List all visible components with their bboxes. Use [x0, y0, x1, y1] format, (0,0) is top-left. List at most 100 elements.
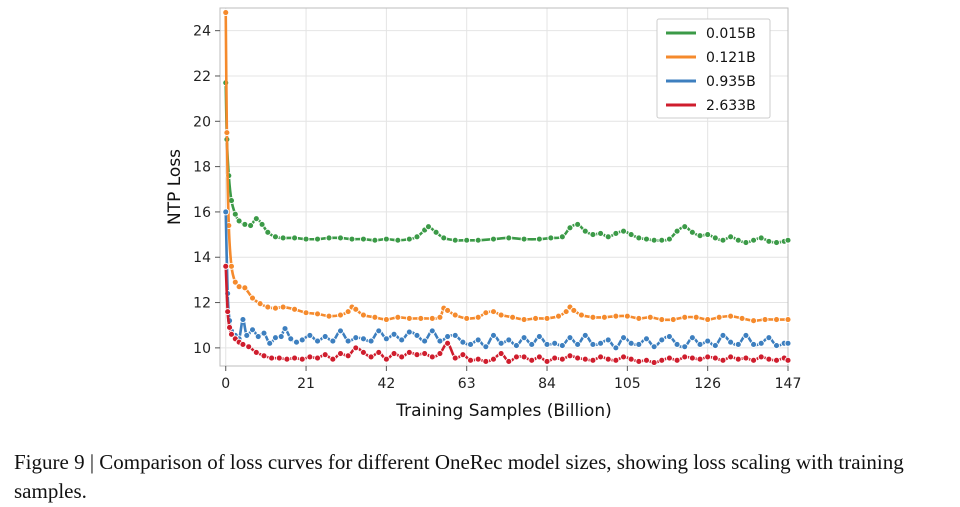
legend: 0.015B 0.121B 0.935B 2.633B: [656, 18, 771, 119]
data-point: [314, 354, 321, 362]
series-0.121B: [222, 9, 792, 325]
data-point: [612, 356, 620, 364]
data-point: [306, 353, 314, 361]
data-point: [382, 335, 390, 343]
data-point: [329, 355, 337, 363]
data-point: [394, 236, 402, 244]
y-tick-label: 14: [193, 250, 211, 266]
data-point: [681, 313, 689, 321]
data-point: [428, 314, 436, 322]
data-point: [742, 331, 750, 339]
data-point: [738, 314, 746, 322]
data-point: [451, 236, 459, 244]
data-point: [231, 278, 239, 286]
data-point: [224, 308, 232, 316]
data-point: [375, 348, 383, 356]
data-point: [490, 355, 497, 363]
data-point: [578, 311, 585, 319]
data-point: [551, 354, 559, 362]
data-point: [444, 307, 452, 314]
data-point: [600, 313, 608, 321]
legend-label-0.121B: 0.121B: [706, 50, 756, 66]
data-point: [704, 337, 712, 345]
data-point: [581, 331, 589, 339]
data-point: [482, 309, 490, 317]
data-point: [371, 236, 379, 244]
data-point: [235, 283, 243, 291]
data-point: [665, 354, 673, 362]
data-point: [784, 236, 792, 244]
data-point: [589, 231, 597, 239]
data-point: [293, 338, 300, 346]
data-point: [750, 356, 758, 364]
data-point: [535, 235, 543, 243]
data-point: [421, 350, 429, 357]
data-point: [490, 331, 497, 339]
data-point: [375, 327, 383, 335]
data-point: [428, 353, 436, 361]
data-point: [711, 354, 719, 362]
y-tick-label: 12: [193, 296, 211, 312]
data-point: [497, 339, 505, 347]
data-point: [291, 234, 299, 242]
data-point: [520, 353, 528, 361]
data-point: [260, 352, 268, 360]
data-point: [543, 314, 551, 322]
data-point: [222, 9, 230, 16]
data-point: [474, 236, 482, 244]
data-point: [620, 227, 627, 235]
data-point: [643, 335, 650, 343]
loss-curve-chart: 0 21 42 63 84 105 126 147 10 12 14 16 18 20 22 24 Train…: [165, 7, 801, 421]
data-point: [589, 313, 597, 321]
data-point: [432, 228, 440, 236]
data-point: [665, 235, 673, 243]
y-tick-label: 20: [193, 114, 211, 130]
data-point: [558, 342, 566, 350]
data-point: [581, 227, 589, 235]
data-point: [359, 311, 367, 319]
data-point: [635, 341, 643, 348]
data-point: [413, 331, 421, 339]
data-point: [528, 356, 536, 364]
data-point: [669, 316, 677, 324]
data-point: [390, 330, 398, 338]
data-point: [505, 234, 513, 242]
data-point: [249, 294, 256, 302]
data-point: [658, 236, 666, 244]
data-point: [467, 341, 474, 348]
data-point: [467, 356, 474, 364]
data-point: [260, 329, 268, 337]
data-point: [359, 348, 367, 356]
data-point: [266, 339, 274, 347]
data-point: [558, 233, 566, 241]
data-point: [390, 350, 398, 357]
data-point: [650, 343, 658, 351]
data-point: [382, 355, 390, 363]
series-lines: [222, 9, 792, 367]
data-point: [359, 335, 367, 343]
data-point: [222, 208, 230, 216]
data-point: [757, 339, 765, 347]
data-point: [264, 228, 272, 236]
data-point: [398, 336, 406, 344]
data-point: [239, 316, 247, 324]
data-point: [727, 353, 735, 361]
data-point: [589, 341, 597, 348]
data-point: [302, 235, 310, 243]
data-point: [314, 310, 321, 318]
data-point: [658, 316, 666, 324]
data-point: [727, 338, 735, 346]
data-point: [348, 235, 356, 243]
data-point: [451, 331, 459, 339]
data-point: [512, 342, 520, 350]
data-point: [547, 234, 555, 242]
data-point: [627, 355, 635, 363]
series-line-0.935B: [224, 211, 789, 350]
data-point: [444, 333, 452, 340]
legend-label-0.935B: 0.935B: [706, 74, 756, 90]
data-point: [532, 314, 540, 322]
data-point: [646, 313, 654, 321]
data-point: [520, 316, 528, 324]
data-point: [704, 353, 712, 361]
data-point: [773, 239, 780, 246]
